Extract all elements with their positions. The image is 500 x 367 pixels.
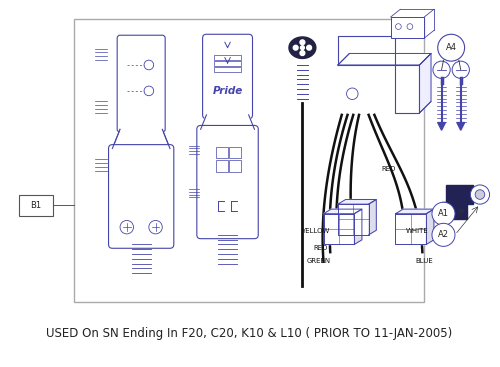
Text: YELLOW: YELLOW [300,228,329,234]
Circle shape [432,224,455,246]
Text: BLUE: BLUE [416,258,433,264]
Bar [216,160,228,171]
Polygon shape [426,209,434,244]
Polygon shape [324,214,354,244]
Circle shape [300,51,305,55]
FancyBboxPatch shape [202,34,252,119]
Circle shape [306,45,312,50]
Text: USED On SN Ending In F20, C20, K10 & L10 ( PRIOR TO 11-JAN-2005): USED On SN Ending In F20, C20, K10 & L10… [46,327,452,340]
Polygon shape [396,214,426,244]
Bar [214,55,241,60]
Bar [230,160,241,171]
Text: RED: RED [314,245,328,251]
Circle shape [144,86,154,96]
Polygon shape [368,200,376,235]
Circle shape [144,60,154,70]
Text: WHITE: WHITE [406,228,429,234]
Circle shape [300,46,304,50]
Circle shape [396,24,402,29]
Bar [230,146,241,158]
FancyBboxPatch shape [197,126,258,239]
Bar [216,146,228,158]
Polygon shape [338,54,431,65]
Polygon shape [396,209,434,214]
Text: A2: A2 [438,230,449,239]
Polygon shape [446,185,473,204]
Polygon shape [457,123,464,130]
Polygon shape [338,200,376,204]
Bar [20,195,53,216]
Circle shape [470,185,490,204]
FancyBboxPatch shape [117,35,165,132]
Polygon shape [324,209,362,214]
FancyBboxPatch shape [108,145,174,248]
Circle shape [438,34,464,61]
Circle shape [300,40,305,45]
Circle shape [120,221,134,234]
Text: A4: A4 [446,43,456,52]
Polygon shape [289,37,316,58]
Bar [214,67,241,72]
Polygon shape [442,202,468,218]
Text: GREEN: GREEN [306,258,331,264]
Circle shape [294,45,298,50]
Polygon shape [338,204,368,235]
Circle shape [475,190,485,199]
Polygon shape [112,129,170,149]
Text: B1: B1 [30,201,42,210]
Circle shape [149,221,162,234]
Text: RED: RED [382,166,396,171]
Bar [390,17,424,38]
Polygon shape [200,115,254,129]
Bar [74,19,424,302]
Polygon shape [338,36,419,113]
Circle shape [452,61,469,79]
Polygon shape [354,209,362,244]
Text: A1: A1 [438,209,449,218]
Circle shape [432,202,455,225]
Circle shape [433,61,450,79]
Polygon shape [420,54,431,113]
Bar [214,61,241,66]
Circle shape [346,88,358,99]
Polygon shape [120,127,162,131]
Text: Pride: Pride [212,86,242,96]
Circle shape [407,24,413,29]
Polygon shape [438,123,446,130]
